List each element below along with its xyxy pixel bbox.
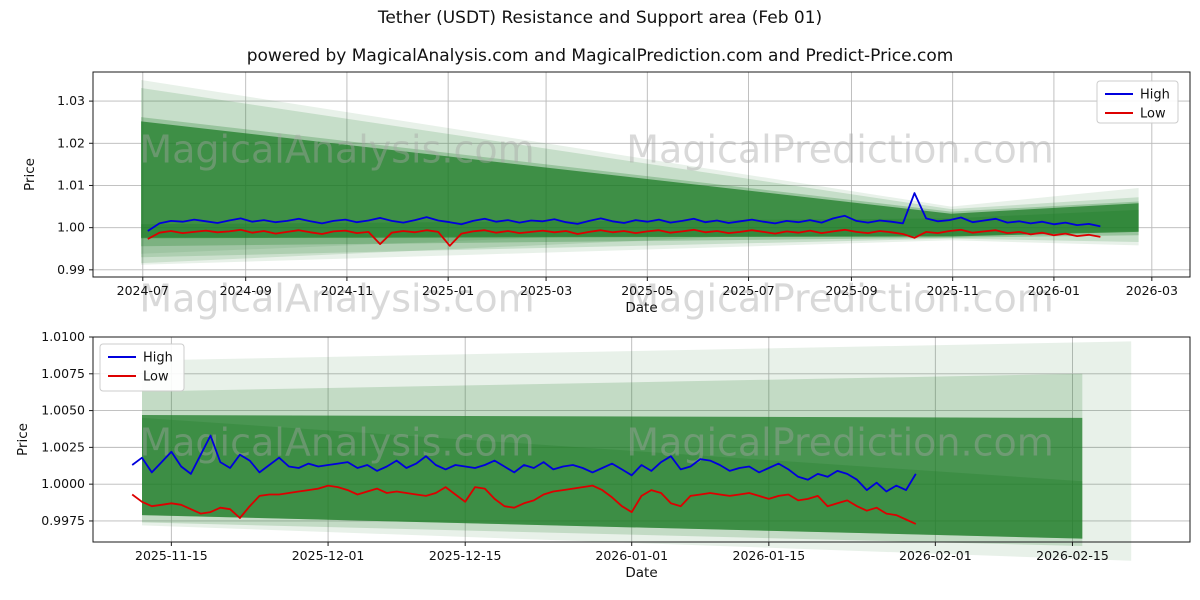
prediction-band <box>142 417 1083 539</box>
watermark-text: MagicalAnalysis.com <box>139 128 534 172</box>
x-tick-label: 2024-11 <box>321 283 373 298</box>
prediction-band <box>141 209 1139 238</box>
y-axis-label: Price <box>15 423 31 456</box>
series-line-low <box>147 228 1101 247</box>
figure-title: Tether (USDT) Resistance and Support are… <box>377 8 823 28</box>
x-tick-label: 2026-03 <box>1126 283 1178 298</box>
x-tick-label: 2024-09 <box>220 283 272 298</box>
x-axis-label: Date <box>625 565 657 581</box>
y-tick-label: 1.0025 <box>41 439 85 454</box>
watermark-layer: MagicalAnalysis.com MagicalPrediction.com… <box>139 128 1053 465</box>
prediction-band <box>141 236 558 254</box>
y-tick-label: 1.0050 <box>41 403 85 418</box>
x-tick-label: 2025-11-15 <box>135 548 208 563</box>
y-tick-label: 1.0075 <box>41 366 85 381</box>
x-tick-label: 2025-07 <box>722 283 774 298</box>
y-tick-label: 0.9975 <box>41 513 85 528</box>
x-tick-label: 2026-01-01 <box>595 548 668 563</box>
series-line-low <box>131 484 917 525</box>
x-tick-label: 2026-02-01 <box>899 548 972 563</box>
plot-frame <box>92 71 1191 278</box>
x-tick-label: 2025-12-01 <box>292 548 365 563</box>
chart-1-base <box>93 72 1190 277</box>
x-tick-label: 2026-01 <box>1028 283 1080 298</box>
y-tick-label: 0.99 <box>57 262 85 277</box>
y-tick-label: 1.0000 <box>41 476 85 491</box>
plot-frame <box>92 336 1191 543</box>
y-tick-label: 1.03 <box>57 93 85 108</box>
chart-1-front: 2024-07 2024-09 2024-11 2025-01 2025-03 2025-… <box>22 71 1191 316</box>
series-line-high <box>131 434 917 493</box>
prediction-band <box>141 121 1139 239</box>
x-tick-label: 2025-03 <box>520 283 572 298</box>
prediction-band <box>142 415 1083 539</box>
chart-2-front: 2025-11-15 2025-12-01 2025-12-15 2026-01-01… <box>15 329 1191 581</box>
x-tick-label: 2026-02-15 <box>1036 548 1109 563</box>
x-tick-label: 2025-05 <box>621 283 673 298</box>
x-tick-label: 2026-01-15 <box>733 548 806 563</box>
y-tick-label: 1.0100 <box>41 329 85 344</box>
legend-label: High <box>143 351 173 366</box>
watermark-text: MagicalPrediction.com <box>626 277 1054 321</box>
legend-label: Low <box>1140 107 1166 122</box>
figure-subtitle: powered by MagicalAnalysis.com and Magic… <box>246 46 954 66</box>
prediction-band <box>141 236 724 264</box>
watermark-text: MagicalAnalysis.com <box>139 421 534 465</box>
chart-2-base <box>93 336 1190 561</box>
x-axis-label: Date <box>625 300 657 316</box>
x-tick-label: 2024-07 <box>117 283 169 298</box>
y-tick-label: 1.01 <box>57 177 85 192</box>
y-tick-label: 1.02 <box>57 135 85 150</box>
y-axis-label: Price <box>22 158 38 191</box>
watermark-text: MagicalAnalysis.com <box>139 277 534 321</box>
x-tick-label: 2025-01 <box>422 283 474 298</box>
legend-label: Low <box>143 370 169 385</box>
watermark-text: MagicalPrediction.com <box>626 128 1054 172</box>
x-tick-label: 2025-11 <box>927 283 979 298</box>
series-line-high <box>147 192 1101 232</box>
x-tick-label: 2025-09 <box>825 283 877 298</box>
legend-label: High <box>1140 88 1170 103</box>
legend-box <box>99 343 185 392</box>
x-tick-label: 2025-12-15 <box>429 548 502 563</box>
y-tick-label: 1.00 <box>57 220 85 235</box>
watermark-text: MagicalPrediction.com <box>626 421 1054 465</box>
